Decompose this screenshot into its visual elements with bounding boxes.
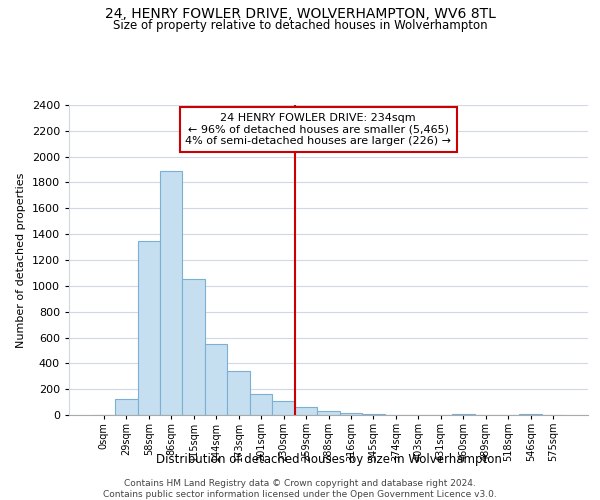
Bar — [520, 414, 542, 415]
Bar — [137, 240, 160, 415]
Bar — [227, 371, 250, 415]
Bar — [182, 280, 205, 415]
Bar — [250, 394, 272, 415]
Bar — [295, 406, 317, 415]
Bar — [272, 402, 295, 415]
Text: Distribution of detached houses by size in Wolverhampton: Distribution of detached houses by size … — [156, 452, 502, 466]
Text: Contains HM Land Registry data © Crown copyright and database right 2024.: Contains HM Land Registry data © Crown c… — [124, 479, 476, 488]
Bar — [160, 171, 182, 415]
Bar — [205, 344, 227, 415]
Bar — [115, 399, 137, 415]
Text: 24, HENRY FOWLER DRIVE, WOLVERHAMPTON, WV6 8TL: 24, HENRY FOWLER DRIVE, WOLVERHAMPTON, W… — [104, 8, 496, 22]
Bar — [452, 414, 475, 415]
Text: 24 HENRY FOWLER DRIVE: 234sqm
← 96% of detached houses are smaller (5,465)
4% of: 24 HENRY FOWLER DRIVE: 234sqm ← 96% of d… — [185, 113, 451, 146]
Bar — [340, 413, 362, 415]
Text: Size of property relative to detached houses in Wolverhampton: Size of property relative to detached ho… — [113, 18, 487, 32]
Y-axis label: Number of detached properties: Number of detached properties — [16, 172, 26, 348]
Bar — [317, 411, 340, 415]
Bar — [362, 414, 385, 415]
Text: Contains public sector information licensed under the Open Government Licence v3: Contains public sector information licen… — [103, 490, 497, 499]
